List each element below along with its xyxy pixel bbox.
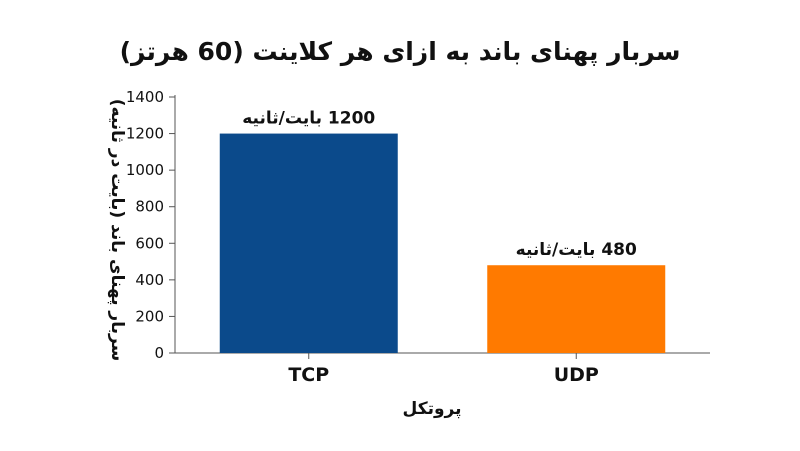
y-axis-title: سربار پهنای باند (بایت در ثانیه) xyxy=(107,99,127,362)
y-tick-label: 1000 xyxy=(126,161,164,179)
data-label-udp: 480 بایت/ثانیه xyxy=(516,240,637,260)
x-tick-label: TCP xyxy=(288,364,329,386)
chart-data-labels: 1200 بایت/ثانیه 480 بایت/ثانیه xyxy=(242,109,637,261)
y-tick-label: 200 xyxy=(135,307,164,325)
y-tick-label: 800 xyxy=(135,198,164,216)
bar-udp xyxy=(487,265,666,353)
x-tick-label: UDP xyxy=(554,364,599,386)
chart-bars xyxy=(219,133,666,353)
y-tick-label: 1400 xyxy=(126,88,164,106)
data-label-tcp: 1200 بایت/ثانیه xyxy=(242,109,375,129)
y-tick-label: 0 xyxy=(154,344,164,362)
y-tick-label: 600 xyxy=(135,234,164,252)
chart-title: سربار پهنای باند به ازای هر کلاینت (60 ه… xyxy=(120,37,681,67)
bar-tcp xyxy=(219,133,398,353)
chart-axes: 0 200 400 600 800 1000 1200 1400 TCP UDP xyxy=(126,88,710,386)
y-tick-label: 1200 xyxy=(126,125,164,143)
x-axis-title: پروتکل xyxy=(403,399,462,419)
y-tick-label: 400 xyxy=(135,271,164,289)
